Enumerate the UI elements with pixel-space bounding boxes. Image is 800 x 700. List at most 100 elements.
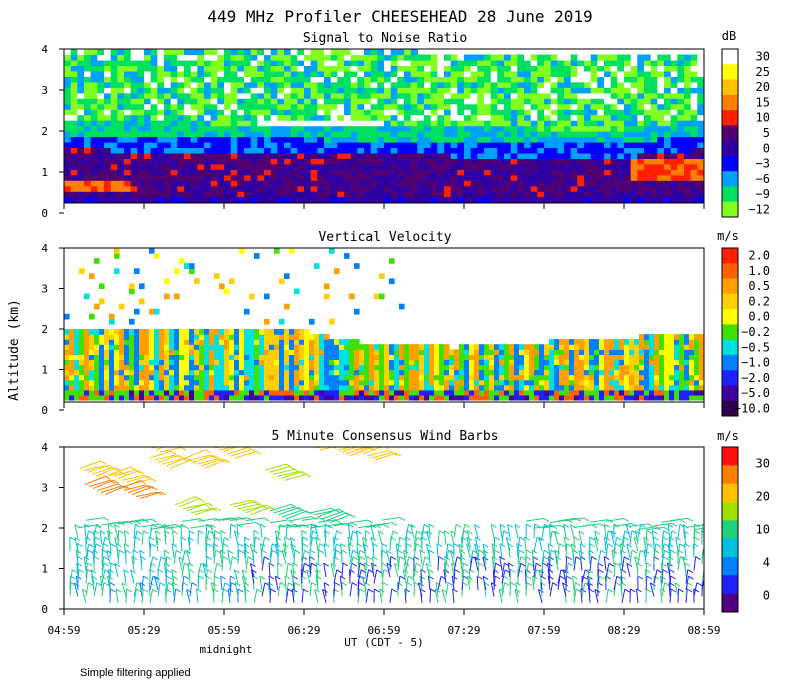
vv-cell xyxy=(184,379,190,386)
wind-barb xyxy=(101,563,105,578)
vv-cell xyxy=(234,339,240,345)
snr-cell xyxy=(457,163,465,170)
vv-cell xyxy=(304,344,310,350)
snr-cell xyxy=(344,141,352,148)
snr-cell xyxy=(244,87,252,94)
vv-cell xyxy=(279,349,285,355)
snr-cell xyxy=(544,109,552,116)
vv-cell xyxy=(309,344,315,350)
vv-cell xyxy=(549,389,555,396)
snr-cell xyxy=(697,158,704,165)
snr-cell xyxy=(664,98,672,105)
snr-cell xyxy=(650,92,658,99)
wind-barb xyxy=(309,537,314,552)
snr-cell xyxy=(150,65,158,72)
snr-cell xyxy=(164,81,172,88)
snr-cell xyxy=(344,109,352,116)
vv-cell xyxy=(154,339,160,345)
vv-cell xyxy=(109,379,115,386)
vv-cell xyxy=(169,364,175,371)
vv-cell xyxy=(194,354,200,360)
vv-cell xyxy=(494,344,500,350)
snr-cell xyxy=(350,191,358,198)
vv-cell xyxy=(609,354,615,360)
vv-cell xyxy=(189,329,195,335)
snr-cell xyxy=(224,196,232,203)
wind-barb-flag xyxy=(302,536,309,541)
snr-cell xyxy=(437,191,445,198)
vv-cell xyxy=(194,374,200,381)
vv-cell xyxy=(694,374,700,381)
wind-barb xyxy=(253,589,258,604)
vv-cell xyxy=(119,354,125,360)
snr-cell xyxy=(304,180,312,187)
snr-cell xyxy=(470,158,478,165)
snr-cell xyxy=(97,120,105,127)
vv-cell xyxy=(459,389,465,396)
vv-cell xyxy=(599,354,605,360)
snr-cell xyxy=(144,76,152,83)
snr-cell xyxy=(197,120,205,127)
vv-cell xyxy=(539,379,545,386)
snr-cell xyxy=(144,120,152,127)
vv-cell xyxy=(94,364,100,371)
snr-cell xyxy=(277,147,285,154)
vv-cell xyxy=(244,344,250,350)
wind-barb-flag xyxy=(107,530,113,535)
snr-cell xyxy=(664,92,672,99)
snr-cell xyxy=(604,169,612,176)
snr-cell xyxy=(310,70,318,77)
snr-cell xyxy=(644,191,652,198)
vv-cell xyxy=(469,374,475,381)
vv-cell xyxy=(439,379,445,386)
vv-cell xyxy=(699,369,704,376)
snr-cell xyxy=(590,141,598,148)
snr-cell xyxy=(684,180,692,187)
snr-cell xyxy=(590,174,598,181)
snr-cell xyxy=(664,136,672,143)
snr-cell xyxy=(357,59,365,66)
snr-cell xyxy=(670,191,678,198)
snr-cell xyxy=(544,70,552,77)
vv-cell xyxy=(344,359,350,366)
wind-barb-flag xyxy=(88,582,94,587)
wind-barb-flag xyxy=(334,582,341,586)
vv-cell xyxy=(239,374,245,381)
vv-cell xyxy=(189,349,195,355)
snr-cell xyxy=(444,65,452,72)
vv-cell xyxy=(284,389,290,396)
vv-cell xyxy=(134,369,140,376)
vv-cell xyxy=(534,379,540,386)
snr-cell xyxy=(364,92,372,99)
snr-cell xyxy=(404,65,412,72)
snr-cell xyxy=(244,54,252,61)
vv-cell xyxy=(299,384,305,391)
wind-barb-flag xyxy=(237,543,244,548)
snr-cell xyxy=(164,185,172,192)
snr-cell xyxy=(517,125,525,132)
vv-cell xyxy=(319,359,325,366)
snr-cell xyxy=(484,191,492,198)
snr-cell xyxy=(604,65,612,72)
vv-cell xyxy=(239,354,245,360)
wind-barb xyxy=(274,543,279,558)
snr-cell xyxy=(444,120,452,127)
snr-cell xyxy=(550,92,558,99)
snr-cell xyxy=(344,158,352,165)
snr-cell xyxy=(464,174,472,181)
snr-cell xyxy=(84,76,92,83)
snr-cell xyxy=(184,103,192,110)
vv-cell xyxy=(619,394,625,401)
snr-cell xyxy=(697,76,704,83)
snr-cell xyxy=(370,92,378,99)
snr-cell xyxy=(250,65,258,72)
wind-barb-flag xyxy=(75,549,82,554)
snr-cell xyxy=(190,76,198,83)
snr-cell xyxy=(224,70,232,77)
snr-cell xyxy=(590,185,598,192)
vv-cell xyxy=(434,349,440,355)
vv-cell xyxy=(119,349,125,355)
vv-cell xyxy=(544,344,550,350)
snr-cell xyxy=(70,152,78,159)
vv-cell xyxy=(284,374,290,381)
